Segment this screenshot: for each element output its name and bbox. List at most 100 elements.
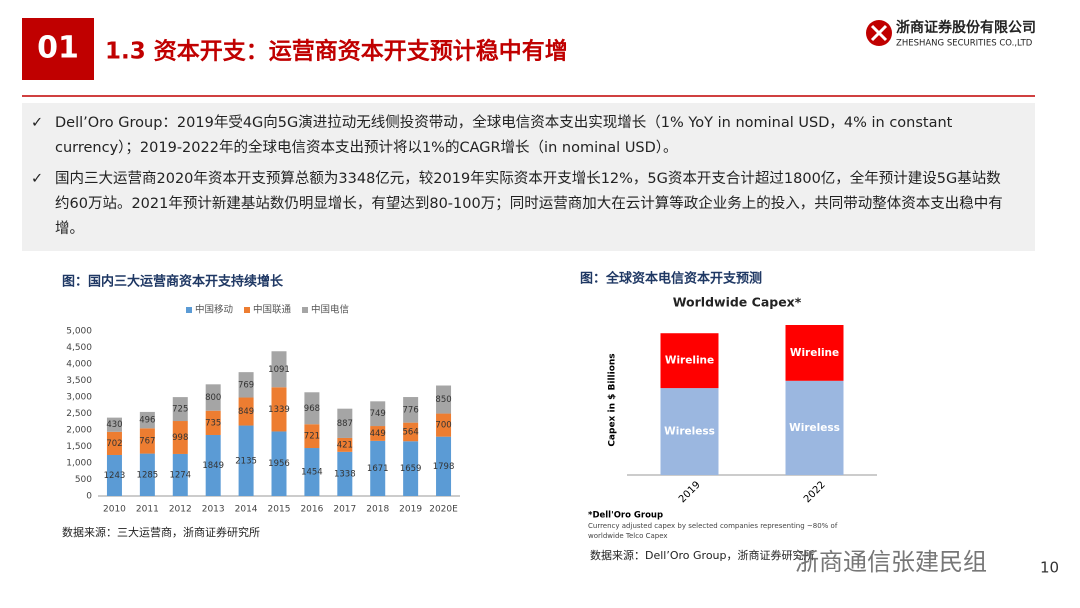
legend-swatch <box>302 307 308 313</box>
bar-segment <box>106 431 122 455</box>
y-tick-label: 4,000 <box>66 360 92 370</box>
x-tick-label: 2014 <box>235 505 258 515</box>
bar-segment <box>238 397 254 426</box>
x-tick-label: 2015 <box>268 505 291 515</box>
logo-glyph <box>870 24 888 42</box>
x-tick-label: 2017 <box>333 505 356 515</box>
legend-swatch <box>186 307 192 313</box>
footnote-title: *Dell'Oro Group <box>588 511 663 521</box>
data-label: 749 <box>370 409 386 419</box>
watermark: 浙商通信张建民组 <box>795 548 987 576</box>
data-label: 1274 <box>169 470 191 480</box>
page-number: 10 <box>1040 559 1059 577</box>
data-label: 421 <box>337 440 353 450</box>
data-label: 735 <box>205 418 221 428</box>
source-note: 数据来源：Dell’Oro Group，浙商证券研究所 <box>590 548 815 562</box>
data-label: 702 <box>106 439 122 449</box>
data-label: 1285 <box>137 470 159 480</box>
bar-segment <box>106 417 122 432</box>
data-label: 1659 <box>400 464 422 474</box>
bar-segment <box>337 451 353 496</box>
bar-segment <box>172 397 188 422</box>
bar-segment <box>403 397 419 423</box>
x-tick-label: 2018 <box>366 505 389 515</box>
section-number: 01 <box>37 31 79 66</box>
y-axis-label: Capex in $ Billions <box>608 353 618 446</box>
data-label: 850 <box>435 395 451 405</box>
data-label: 1849 <box>202 461 224 471</box>
source-note: 数据来源：三大运营商，浙商证券研究所 <box>62 525 260 539</box>
y-tick-label: 1,000 <box>66 459 92 469</box>
data-label: 769 <box>238 380 254 390</box>
bar-segment <box>172 453 188 496</box>
x-tick-label: 2012 <box>169 505 192 515</box>
series-label: Wireless <box>664 426 715 438</box>
x-tick-label: 2022 <box>802 479 828 505</box>
y-tick-label: 4,500 <box>66 343 92 353</box>
bar-segment <box>403 422 419 442</box>
logo-en: ZHESHANG SECURITIES CO.,LTD <box>896 39 1033 49</box>
x-tick-label: 2010 <box>103 505 126 515</box>
y-tick-label: 3,500 <box>66 376 92 386</box>
bar-segment <box>205 384 221 411</box>
data-label: 849 <box>238 407 254 417</box>
bar-segment <box>139 428 155 454</box>
bullet: Dell’Oro Group：2019年受4G向5G演进拉动无线侧投资带动，全球… <box>31 111 1015 161</box>
data-label: 1243 <box>104 471 126 481</box>
x-tick-label: 2019 <box>677 479 703 505</box>
bar-segment <box>205 410 221 435</box>
bar-segment <box>139 453 155 496</box>
slide-title: 1.3 资本开支：运营商资本开支预计稳中有增 <box>105 38 568 65</box>
bar-segment <box>304 392 320 425</box>
data-label: 1338 <box>334 469 356 479</box>
y-tick-label: 500 <box>75 475 92 485</box>
bar-segment <box>304 424 320 449</box>
data-label: 1671 <box>367 464 389 474</box>
data-label: 968 <box>304 404 320 414</box>
bar-segment <box>337 408 353 438</box>
y-tick-label: 3,000 <box>66 393 92 403</box>
x-tick-label: 2016 <box>300 505 323 515</box>
bar-segment <box>139 411 155 429</box>
x-tick-label: 2019 <box>399 505 422 515</box>
chart-caption: 图：全球资本电信资本开支预测 <box>580 271 762 287</box>
data-label: 2135 <box>235 456 257 466</box>
series-label: Wireline <box>790 347 839 359</box>
bar-segment <box>205 434 221 496</box>
data-label: 1454 <box>301 468 323 478</box>
bar-segment <box>271 387 287 432</box>
y-tick-label: 5,000 <box>66 327 92 337</box>
y-tick-label: 2,500 <box>66 409 92 419</box>
series-label: Wireline <box>665 355 714 367</box>
x-tick-label: 2013 <box>202 505 225 515</box>
legend-swatch <box>244 307 250 313</box>
x-tick-label: 2020E <box>429 505 458 515</box>
bar-segment <box>785 325 844 381</box>
bar-segment <box>238 372 254 398</box>
bar-segment <box>436 385 452 414</box>
bar-segment <box>337 437 353 452</box>
data-label: 564 <box>403 427 419 437</box>
bullet-box: Dell’Oro Group：2019年受4G向5G演进拉动无线侧投资带动，全球… <box>22 103 1035 251</box>
data-label: 1956 <box>268 459 290 469</box>
bar-segment <box>370 440 386 496</box>
bar-segment <box>106 454 122 496</box>
number-box <box>22 18 94 80</box>
bar-segment <box>660 333 719 389</box>
bar-segment <box>271 351 287 388</box>
chart-title: Worldwide Capex* <box>673 295 802 310</box>
data-label: 1339 <box>268 405 290 415</box>
data-label: 449 <box>370 429 386 439</box>
data-label: 887 <box>337 419 353 429</box>
bar-segment <box>172 421 188 454</box>
bar-segment <box>304 448 320 496</box>
chart-caption: 图：国内三大运营商资本开支持续增长 <box>62 274 284 290</box>
data-label: 725 <box>172 405 188 415</box>
x-tick-label: 2011 <box>136 505 159 515</box>
bar-segment <box>370 401 386 427</box>
y-tick-label: 0 <box>86 492 92 502</box>
y-tick-label: 1,500 <box>66 442 92 452</box>
bar-segment <box>238 425 254 496</box>
bar-segment <box>370 426 386 441</box>
